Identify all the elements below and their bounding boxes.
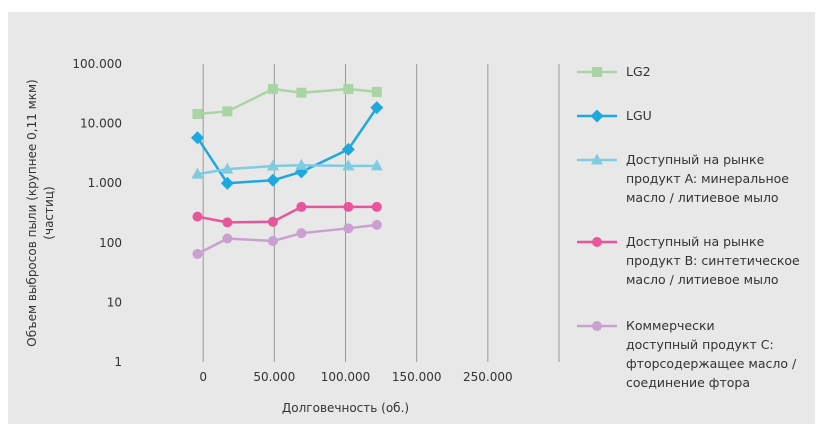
data-point-series-3 [342, 159, 355, 171]
data-point-series-1 [296, 87, 307, 98]
data-point-series-5 [296, 228, 307, 239]
legend-label: Доступный на рынке [626, 234, 765, 249]
y-tick-label: 1.000 [88, 176, 122, 190]
data-point-series-1 [371, 86, 382, 97]
data-point-series-4 [371, 201, 382, 212]
legend-swatch-marker [590, 109, 604, 123]
data-point-series-2 [190, 131, 204, 145]
data-point-series-4 [296, 201, 307, 212]
series-line-3 [197, 164, 377, 176]
data-point-series-5 [222, 233, 233, 244]
data-point-series-3 [266, 159, 279, 171]
data-point-series-1 [222, 106, 233, 117]
data-point-series-4 [222, 217, 233, 228]
data-point-series-1 [343, 84, 354, 95]
y-tick-label: 10 [107, 295, 122, 309]
data-point-series-3 [370, 159, 383, 171]
legend-swatch-marker [592, 67, 602, 77]
x-tick-label: 150.000 [392, 370, 442, 384]
data-point-series-5 [267, 236, 278, 247]
data-point-series-3 [221, 162, 234, 174]
legend-label: масло / литиевое мыло [626, 190, 779, 205]
legend-label: продукт A: минеральное [626, 171, 789, 186]
legend-label: соединение фтора [626, 375, 750, 390]
data-point-series-5 [371, 219, 382, 230]
data-point-series-5 [192, 248, 203, 259]
series-line-2 [196, 106, 378, 185]
data-point-series-2 [370, 101, 384, 115]
legend-swatch-marker [591, 153, 603, 165]
data-point-series-2 [266, 173, 280, 187]
y-axis-title-line2: (частиц) [42, 186, 56, 239]
y-tick-label: 100 [99, 236, 122, 250]
legend-label: фторсодержащее масло / [626, 356, 797, 371]
data-point-series-2 [220, 176, 234, 190]
legend-label: LG2 [626, 64, 651, 79]
x-tick-label: 250.000 [463, 370, 513, 384]
legend-label: Коммерчески [626, 318, 715, 333]
y-tick-label: 1 [114, 355, 122, 369]
x-tick-label: 0 [199, 370, 207, 384]
data-point-series-1 [192, 108, 203, 119]
y-tick-label: 100.000 [72, 57, 122, 71]
data-point-series-1 [267, 84, 278, 95]
legend-label: Доступный на рынке [626, 152, 765, 167]
x-tick-label: 100.000 [321, 370, 371, 384]
x-tick-label: 50.000 [253, 370, 295, 384]
data-point-series-3 [191, 167, 204, 179]
y-axis-title: Объем выбросов пыли (крупнее 0,11 мкм) [25, 79, 39, 346]
data-point-series-3 [295, 158, 308, 170]
legend-label: продукт B: синтетическое [626, 253, 800, 268]
data-point-series-4 [192, 211, 203, 222]
legend-swatch-marker [592, 237, 602, 247]
data-point-series-5 [343, 223, 354, 234]
x-axis-title: Долговечность (об.) [282, 401, 409, 415]
legend-label: LGU [626, 108, 652, 123]
data-point-series-4 [343, 201, 354, 212]
y-tick-label: 10.000 [80, 117, 122, 131]
legend-label: доступный продукт C: [626, 337, 774, 352]
legend-swatch-marker [592, 321, 602, 331]
data-point-series-4 [267, 216, 278, 227]
data-point-series-2 [341, 142, 355, 156]
legend-label: масло / литиевое мыло [626, 272, 779, 287]
